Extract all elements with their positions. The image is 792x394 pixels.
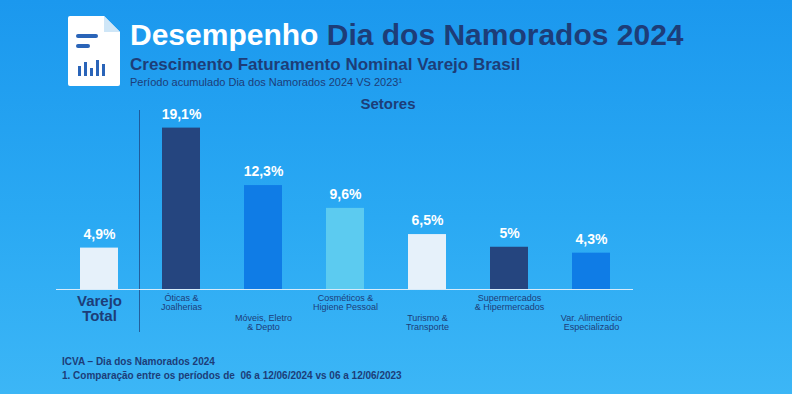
svg-text:4,9%: 4,9% [84,226,116,242]
svg-text:Móveis, Eletro& Depto: Móveis, Eletro& Depto [235,313,292,332]
svg-text:VarejoTotal: VarejoTotal [77,292,122,324]
svg-text:4,3%: 4,3% [576,231,608,247]
svg-text:19,1%: 19,1% [162,106,202,122]
svg-text:Supermercados& Hipermercados: Supermercados& Hipermercados [475,293,545,312]
svg-text:6,5%: 6,5% [412,212,444,228]
svg-text:5%: 5% [499,225,520,241]
html-text:1. Comparação entre os período: 1. Comparação entre os períodos de 06 a … [62,370,402,381]
html-text:ICVA – Dia dos Namorados 2024: ICVA – Dia dos Namorados 2024 [62,356,215,367]
svg-text:Óticas &Joalherias: Óticas &Joalherias [161,293,203,312]
svg-text:12,3%: 12,3% [244,163,284,179]
html-text:Setores: Setores [360,95,416,112]
html-text:Desempenho Dia dos Namorados 2: Desempenho Dia dos Namorados 2024 [130,18,684,51]
html-text:Período acumulado Dia dos Namo: Período acumulado Dia dos Namorados 2024… [130,76,403,88]
svg-text:9,6%: 9,6% [330,186,362,202]
svg-text:Cosméticos &Higiene Pessoal: Cosméticos &Higiene Pessoal [313,293,378,312]
html-text:Crescimento Faturamento Nomina: Crescimento Faturamento Nominal Varejo B… [130,55,521,74]
svg-text:Turismo &Transporte: Turismo &Transporte [406,313,449,332]
svg-text:Var. AlimentícioEspecializado: Var. AlimentícioEspecializado [561,313,622,332]
